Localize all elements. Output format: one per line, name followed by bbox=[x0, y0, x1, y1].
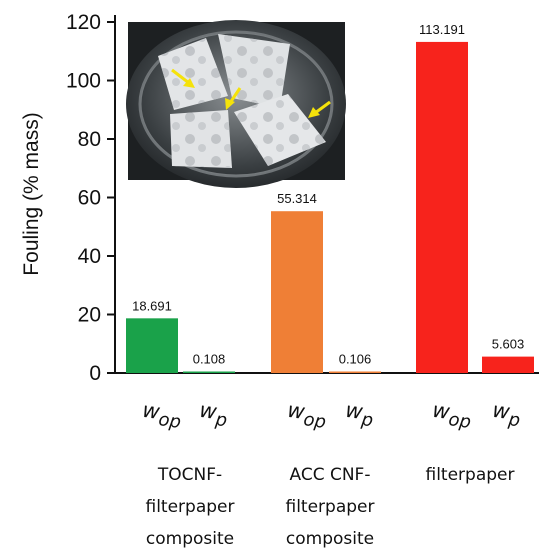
data-label: 18.691 bbox=[132, 298, 172, 313]
y-ticks: 0 20 40 60 80 100 120 bbox=[66, 11, 115, 385]
y-tick-label: 80 bbox=[78, 128, 101, 151]
condition-label: wop bbox=[140, 398, 183, 433]
arrow-3-head bbox=[308, 107, 320, 118]
group-label-line: ACC CNF- bbox=[290, 465, 371, 485]
arrow-2-head bbox=[225, 98, 235, 110]
data-label: 0.106 bbox=[339, 352, 372, 367]
condition-label-sub: p bbox=[506, 409, 521, 432]
bar bbox=[271, 211, 323, 373]
y-tick-label: 120 bbox=[66, 11, 101, 34]
arrow-3 bbox=[314, 100, 331, 115]
filter-piece-bottom-left-spots bbox=[170, 110, 232, 168]
y-tick-label: 40 bbox=[78, 245, 101, 268]
condition-label-sub: op bbox=[157, 409, 182, 433]
group-label-line: filterpaper bbox=[286, 497, 375, 517]
arrow-2 bbox=[228, 87, 242, 104]
data-label: 55.314 bbox=[277, 191, 317, 206]
condition-label-main: w bbox=[198, 398, 219, 424]
condition-label-sub: p bbox=[359, 409, 374, 432]
condition-label-sub: op bbox=[447, 409, 472, 433]
condition-label-sub: p bbox=[213, 409, 228, 432]
y-axis-label: Fouling (% mass) bbox=[20, 112, 43, 275]
condition-label: wp bbox=[197, 398, 230, 432]
condition-label-main: w bbox=[344, 398, 365, 424]
condition-label: wp bbox=[343, 398, 376, 432]
condition-label-main: w bbox=[431, 398, 452, 424]
condition-label-main: w bbox=[286, 398, 307, 424]
filter-piece-bottom-right-spots bbox=[234, 94, 326, 166]
arrow-1 bbox=[171, 68, 190, 85]
group-label-line: filterpaper bbox=[146, 497, 235, 517]
bar bbox=[126, 318, 178, 373]
group-labels: TOCNF-filterpaper composite ACC CNF-filter… bbox=[146, 465, 515, 549]
filter-pieces bbox=[158, 34, 326, 168]
group-label-line: filterpaper bbox=[426, 465, 515, 485]
condition-label: wp bbox=[490, 398, 523, 432]
data-label: 5.603 bbox=[492, 337, 525, 352]
data-labels: 18.691 0.108 55.314 0.106 113.191 5.603 bbox=[132, 22, 524, 367]
bar bbox=[416, 41, 468, 374]
condition-label-sub: op bbox=[302, 409, 327, 433]
condition-label-main: w bbox=[491, 398, 512, 424]
bars bbox=[126, 41, 534, 374]
bar bbox=[329, 371, 381, 373]
filter-piece-top-right-spots bbox=[218, 34, 290, 108]
condition-label-main: w bbox=[141, 398, 162, 424]
group-label-line: composite bbox=[146, 529, 234, 549]
petri-dish-rim bbox=[138, 30, 334, 178]
condition-label: wop bbox=[285, 398, 328, 433]
y-tick-label: 60 bbox=[78, 187, 101, 210]
y-tick-label: 20 bbox=[78, 304, 101, 327]
arrow-1-head bbox=[183, 78, 195, 88]
indicator-arrows bbox=[171, 68, 331, 118]
data-label: 113.191 bbox=[419, 22, 465, 37]
group-label-line: TOCNF- bbox=[157, 465, 222, 485]
inset-photo bbox=[126, 20, 346, 188]
filter-piece-top-left-spots bbox=[158, 38, 228, 110]
condition-label: wop bbox=[430, 398, 473, 433]
condition-labels: wop wp wop wp wop wp bbox=[140, 398, 523, 433]
bar bbox=[183, 371, 235, 373]
y-tick-label: 0 bbox=[89, 362, 101, 385]
data-label: 0.108 bbox=[193, 352, 226, 367]
group-label-line: composite bbox=[286, 529, 374, 549]
bar bbox=[482, 356, 534, 373]
y-tick-label: 100 bbox=[66, 70, 101, 93]
